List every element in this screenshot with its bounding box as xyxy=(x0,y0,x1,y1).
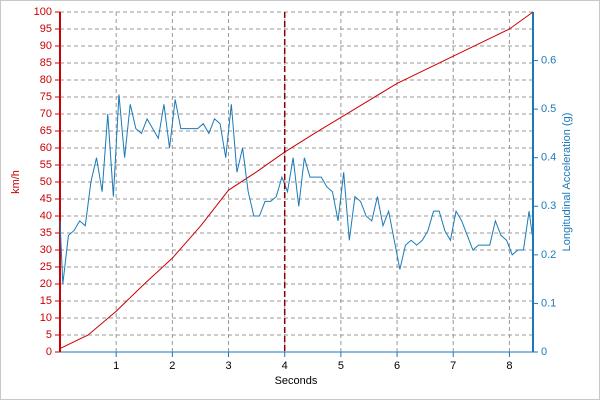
y2-tick-label: 0.6 xyxy=(541,54,556,66)
x-tick-label: 2 xyxy=(169,360,175,372)
x-tick-label: 5 xyxy=(338,360,344,372)
y2-tick-label: 0.3 xyxy=(541,200,556,212)
y-tick-label: 85 xyxy=(40,57,52,69)
x-tick-label: 7 xyxy=(450,360,456,372)
y-tick-label: 15 xyxy=(40,295,52,307)
x-tick-label: 4 xyxy=(282,360,288,372)
y-tick-label: 10 xyxy=(40,312,52,324)
y-tick-label: 80 xyxy=(40,74,52,86)
y-tick-label: 20 xyxy=(40,278,52,290)
y2-tick-label: 0.4 xyxy=(541,152,556,164)
y-tick-label: 90 xyxy=(40,40,52,52)
y-tick-label: 0 xyxy=(46,346,52,358)
y-tick-label: 55 xyxy=(40,159,52,171)
y2-tick-label: 0.1 xyxy=(541,297,556,309)
y2-tick-label: 0.2 xyxy=(541,249,556,261)
x-axis-label: Seconds xyxy=(275,375,318,387)
y-tick-label: 35 xyxy=(40,227,52,239)
y-tick-label: 75 xyxy=(40,91,52,103)
data-line xyxy=(59,11,534,350)
x-tick-label: 3 xyxy=(225,360,231,372)
y-tick-label: 70 xyxy=(40,108,52,120)
y2-axis-label: Longitudinal Acceleration (g) xyxy=(561,113,573,252)
y-tick-label: 95 xyxy=(40,23,52,35)
y-tick-label: 65 xyxy=(40,125,52,137)
y2-tick-label: 0 xyxy=(541,346,547,358)
y-tick-label: 5 xyxy=(46,329,52,341)
data-line xyxy=(59,94,534,285)
y-tick-label: 25 xyxy=(40,261,52,273)
y2-tick-label: 0.5 xyxy=(541,103,556,115)
y-tick-label: 50 xyxy=(40,176,52,188)
y-tick-label: 40 xyxy=(40,210,52,222)
x-tick-label: 1 xyxy=(113,360,119,372)
x-tick-label: 6 xyxy=(394,360,400,372)
y-tick-label: 30 xyxy=(40,244,52,256)
y-tick-label: 45 xyxy=(40,193,52,205)
y-tick-label: 100 xyxy=(34,6,52,18)
y-tick-label: 60 xyxy=(40,142,52,154)
y-axis-label: km/h xyxy=(10,170,22,194)
x-tick-label: 8 xyxy=(506,360,512,372)
